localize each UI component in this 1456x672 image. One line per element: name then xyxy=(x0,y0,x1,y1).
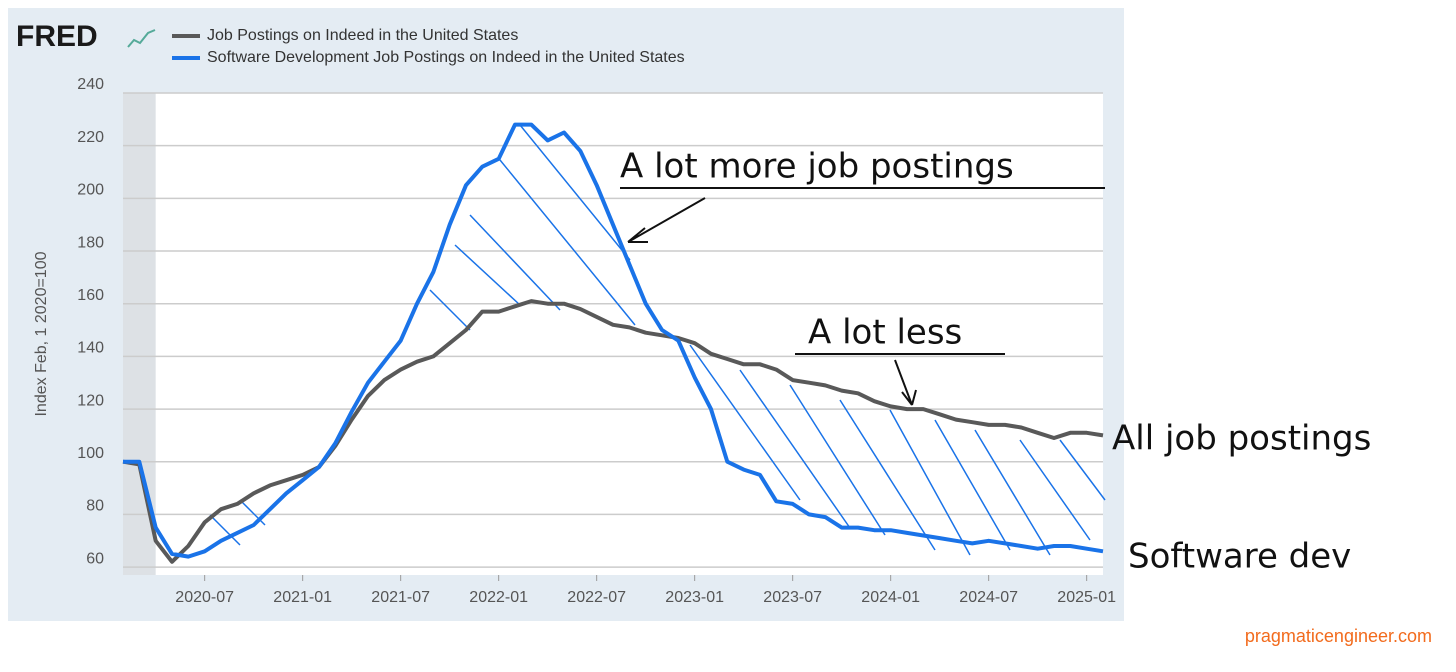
y-tick-label: 80 xyxy=(86,498,104,515)
annotation: All job postings xyxy=(1112,419,1371,459)
x-tick-label: 2022-01 xyxy=(469,589,528,606)
x-tick-label: 2024-01 xyxy=(861,589,920,606)
logo: FRED xyxy=(16,20,98,53)
y-tick-label: 60 xyxy=(86,550,104,567)
y-tick-label: 140 xyxy=(77,340,104,357)
series-line xyxy=(122,299,1104,564)
x-tick-label: 2022-07 xyxy=(567,589,626,606)
hatching xyxy=(209,124,1106,556)
y-tick-label: 200 xyxy=(77,182,104,199)
annotation: A lot less xyxy=(808,313,962,353)
x-tick-label: 2021-07 xyxy=(371,589,430,606)
x-tick-label: 2023-01 xyxy=(665,589,724,606)
y-tick-label: 100 xyxy=(77,445,104,462)
source: pragmaticengineer.com xyxy=(1245,626,1432,646)
y-tick-label: 240 xyxy=(77,76,104,93)
x-tick-label: 2025-01 xyxy=(1057,589,1116,606)
x-tick-label: 2023-07 xyxy=(763,589,822,606)
legend-label: Job Postings on Indeed in the United Sta… xyxy=(207,27,518,44)
series-line xyxy=(123,122,1104,559)
y-tick-label: 160 xyxy=(77,287,104,304)
y-tick-label: 120 xyxy=(77,392,104,409)
x-tick-label: 2024-07 xyxy=(959,589,1018,606)
arrow xyxy=(627,197,706,243)
annotation: A lot more job postings xyxy=(620,147,1014,187)
logo-icon xyxy=(127,29,156,48)
x-tick-label: 2021-01 xyxy=(273,589,332,606)
recession-band xyxy=(123,93,156,575)
annotation: Software dev xyxy=(1128,537,1351,577)
y-tick-label: 180 xyxy=(77,234,104,251)
legend-label: Software Development Job Postings on Ind… xyxy=(207,49,685,66)
x-tick-label: 2020-07 xyxy=(175,589,234,606)
arrow xyxy=(894,359,917,406)
y-tick-label: 220 xyxy=(77,129,104,146)
y-axis-title: Index Feb, 1 2020=100 xyxy=(33,251,50,416)
